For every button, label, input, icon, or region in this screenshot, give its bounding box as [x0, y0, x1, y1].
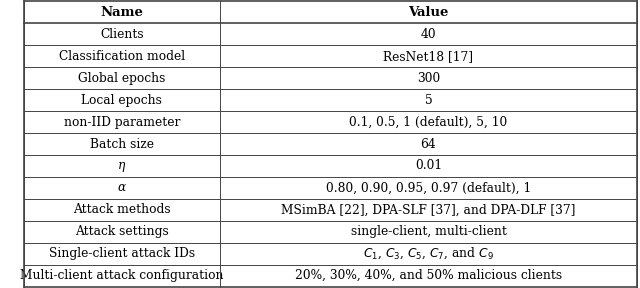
Bar [220, 155, 637, 177]
Bar [220, 133, 637, 155]
Bar [24, 111, 220, 133]
Bar [24, 133, 220, 155]
Text: $C_1$, $C_3$, $C_5$, $C_7$, and $C_9$: $C_1$, $C_3$, $C_5$, $C_7$, and $C_9$ [363, 246, 494, 262]
Text: Name: Name [100, 6, 143, 19]
Text: MSimBA [22], DPA-SLF [37], and DPA-DLF [37]: MSimBA [22], DPA-SLF [37], and DPA-DLF [… [281, 203, 575, 216]
Text: ResNet18 [17]: ResNet18 [17] [383, 50, 474, 63]
Text: 300: 300 [417, 72, 440, 85]
Text: 64: 64 [420, 137, 436, 151]
Text: Local epochs: Local epochs [81, 94, 163, 107]
Bar [220, 199, 637, 221]
Text: single-client, multi-client: single-client, multi-client [351, 225, 506, 238]
Text: Value: Value [408, 6, 449, 19]
Bar [220, 45, 637, 67]
Text: Clients: Clients [100, 28, 144, 41]
Bar [24, 199, 220, 221]
Text: 5: 5 [424, 94, 433, 107]
Bar [220, 243, 637, 265]
Bar [24, 89, 220, 111]
Text: Attack methods: Attack methods [73, 203, 171, 216]
Text: Batch size: Batch size [90, 137, 154, 151]
Bar [24, 23, 220, 45]
Bar [24, 155, 220, 177]
Text: Multi-client attack configuration: Multi-client attack configuration [20, 269, 223, 282]
Bar [220, 1, 637, 23]
Text: 0.01: 0.01 [415, 160, 442, 173]
Text: Classification model: Classification model [59, 50, 185, 63]
Text: 0.1, 0.5, 1 (default), 5, 10: 0.1, 0.5, 1 (default), 5, 10 [349, 115, 508, 128]
Bar [220, 67, 637, 89]
Bar [24, 243, 220, 265]
Text: Single-client attack IDs: Single-client attack IDs [49, 247, 195, 260]
Bar [220, 89, 637, 111]
Bar [24, 221, 220, 243]
Text: η: η [118, 160, 125, 173]
Text: α: α [118, 181, 126, 194]
Bar [24, 265, 220, 287]
Bar [220, 265, 637, 287]
Bar [220, 221, 637, 243]
Bar [24, 177, 220, 199]
Text: non-IID parameter: non-IID parameter [64, 115, 180, 128]
Bar [220, 111, 637, 133]
Bar [24, 67, 220, 89]
Text: Global epochs: Global epochs [78, 72, 166, 85]
Text: 40: 40 [420, 28, 436, 41]
Bar [24, 45, 220, 67]
Text: 20%, 30%, 40%, and 50% malicious clients: 20%, 30%, 40%, and 50% malicious clients [295, 269, 562, 282]
Bar [220, 23, 637, 45]
Text: Attack settings: Attack settings [75, 225, 169, 238]
Text: 0.80, 0.90, 0.95, 0.97 (default), 1: 0.80, 0.90, 0.95, 0.97 (default), 1 [326, 181, 531, 194]
Bar [24, 1, 220, 23]
Bar [220, 177, 637, 199]
